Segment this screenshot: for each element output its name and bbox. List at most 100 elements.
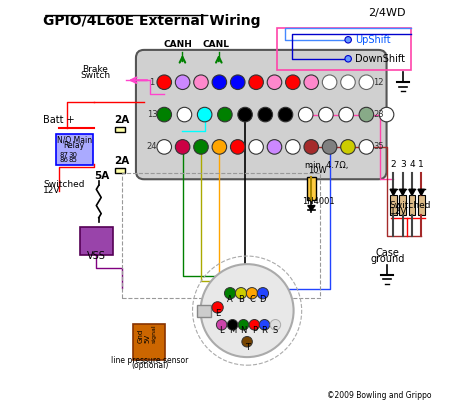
FancyBboxPatch shape [133, 324, 165, 360]
Text: UpShift: UpShift [356, 35, 391, 45]
Text: 87: 87 [60, 152, 69, 158]
Text: E: E [215, 309, 220, 318]
Circle shape [322, 75, 337, 90]
Circle shape [267, 75, 282, 90]
Text: 4: 4 [409, 160, 415, 169]
Text: CANL: CANL [202, 39, 229, 49]
Circle shape [345, 55, 351, 62]
Text: P: P [252, 326, 257, 335]
Text: 5A: 5A [94, 171, 109, 181]
Text: 23: 23 [373, 110, 384, 119]
FancyBboxPatch shape [197, 304, 211, 317]
Bar [277, 28, 411, 70]
Circle shape [225, 288, 236, 299]
Circle shape [304, 75, 319, 90]
Bar [115, 127, 126, 132]
Circle shape [194, 75, 208, 90]
Text: Case: Case [375, 248, 399, 258]
Text: 35: 35 [373, 142, 384, 151]
Circle shape [249, 319, 260, 330]
Circle shape [285, 75, 300, 90]
Text: A: A [227, 295, 233, 304]
Circle shape [257, 288, 269, 299]
Text: M: M [229, 326, 236, 335]
Circle shape [228, 319, 238, 330]
Bar [418, 195, 425, 215]
Text: min. 4.7Ω,: min. 4.7Ω, [305, 161, 348, 170]
Circle shape [341, 140, 355, 154]
Circle shape [249, 140, 264, 154]
Text: 10W: 10W [308, 166, 327, 175]
Text: 2/4WD: 2/4WD [368, 8, 405, 18]
Circle shape [278, 107, 293, 122]
Text: Gnd: Gnd [138, 328, 144, 343]
Circle shape [212, 75, 227, 90]
Circle shape [339, 107, 354, 122]
Text: C: C [249, 295, 255, 304]
Bar [390, 195, 397, 215]
Circle shape [194, 140, 208, 154]
Text: Relay: Relay [64, 141, 85, 150]
Text: 2: 2 [391, 160, 396, 169]
Text: Batt +: Batt + [43, 115, 74, 125]
Circle shape [238, 107, 252, 122]
Circle shape [212, 302, 223, 313]
Polygon shape [409, 189, 415, 195]
Text: 24: 24 [147, 142, 157, 151]
Circle shape [319, 107, 333, 122]
Polygon shape [308, 206, 315, 210]
Circle shape [238, 319, 249, 330]
Text: S: S [273, 326, 278, 335]
Circle shape [236, 288, 246, 299]
Text: 13: 13 [147, 110, 157, 119]
Text: Switch: Switch [81, 71, 110, 80]
Bar [409, 195, 415, 215]
Text: GPIO/4L60E External Wiring: GPIO/4L60E External Wiring [43, 13, 261, 28]
Polygon shape [390, 189, 397, 195]
Circle shape [258, 107, 273, 122]
Text: ground: ground [370, 254, 404, 264]
Text: L: L [219, 326, 224, 335]
Bar [115, 168, 126, 173]
Text: line pressure sensor: line pressure sensor [111, 356, 189, 365]
Text: CANH: CANH [164, 39, 193, 49]
Circle shape [175, 140, 190, 154]
Text: N/O Main: N/O Main [56, 136, 91, 145]
Circle shape [249, 75, 264, 90]
Text: signal: signal [152, 324, 157, 343]
Circle shape [218, 107, 232, 122]
Text: T: T [245, 343, 250, 352]
Text: DownShift: DownShift [356, 54, 405, 64]
Circle shape [157, 140, 172, 154]
Circle shape [230, 140, 245, 154]
Circle shape [230, 75, 245, 90]
Text: D: D [260, 295, 266, 304]
Circle shape [212, 140, 227, 154]
Circle shape [359, 75, 374, 90]
Text: Switched: Switched [43, 180, 84, 189]
Text: Switched: Switched [390, 201, 431, 210]
Text: 5V: 5V [144, 334, 150, 343]
Text: 1: 1 [149, 78, 155, 87]
Text: 85: 85 [68, 157, 77, 163]
Polygon shape [400, 189, 406, 195]
Circle shape [345, 37, 351, 43]
Circle shape [341, 75, 355, 90]
Text: ©2009 Bowling and Grippo: ©2009 Bowling and Grippo [327, 391, 431, 400]
Text: 1N4001: 1N4001 [301, 197, 334, 206]
Text: 12: 12 [373, 78, 384, 87]
Text: 2A: 2A [114, 156, 129, 166]
Circle shape [175, 75, 190, 90]
Text: VSS: VSS [87, 251, 106, 261]
Text: 86: 86 [60, 157, 69, 163]
Bar [122, 173, 320, 298]
Text: N: N [240, 326, 246, 335]
Circle shape [217, 319, 227, 330]
Text: 3: 3 [400, 160, 406, 169]
Circle shape [259, 319, 270, 330]
Text: B: B [238, 295, 244, 304]
Circle shape [177, 107, 191, 122]
Circle shape [267, 140, 282, 154]
Circle shape [285, 140, 300, 154]
Circle shape [201, 264, 293, 357]
